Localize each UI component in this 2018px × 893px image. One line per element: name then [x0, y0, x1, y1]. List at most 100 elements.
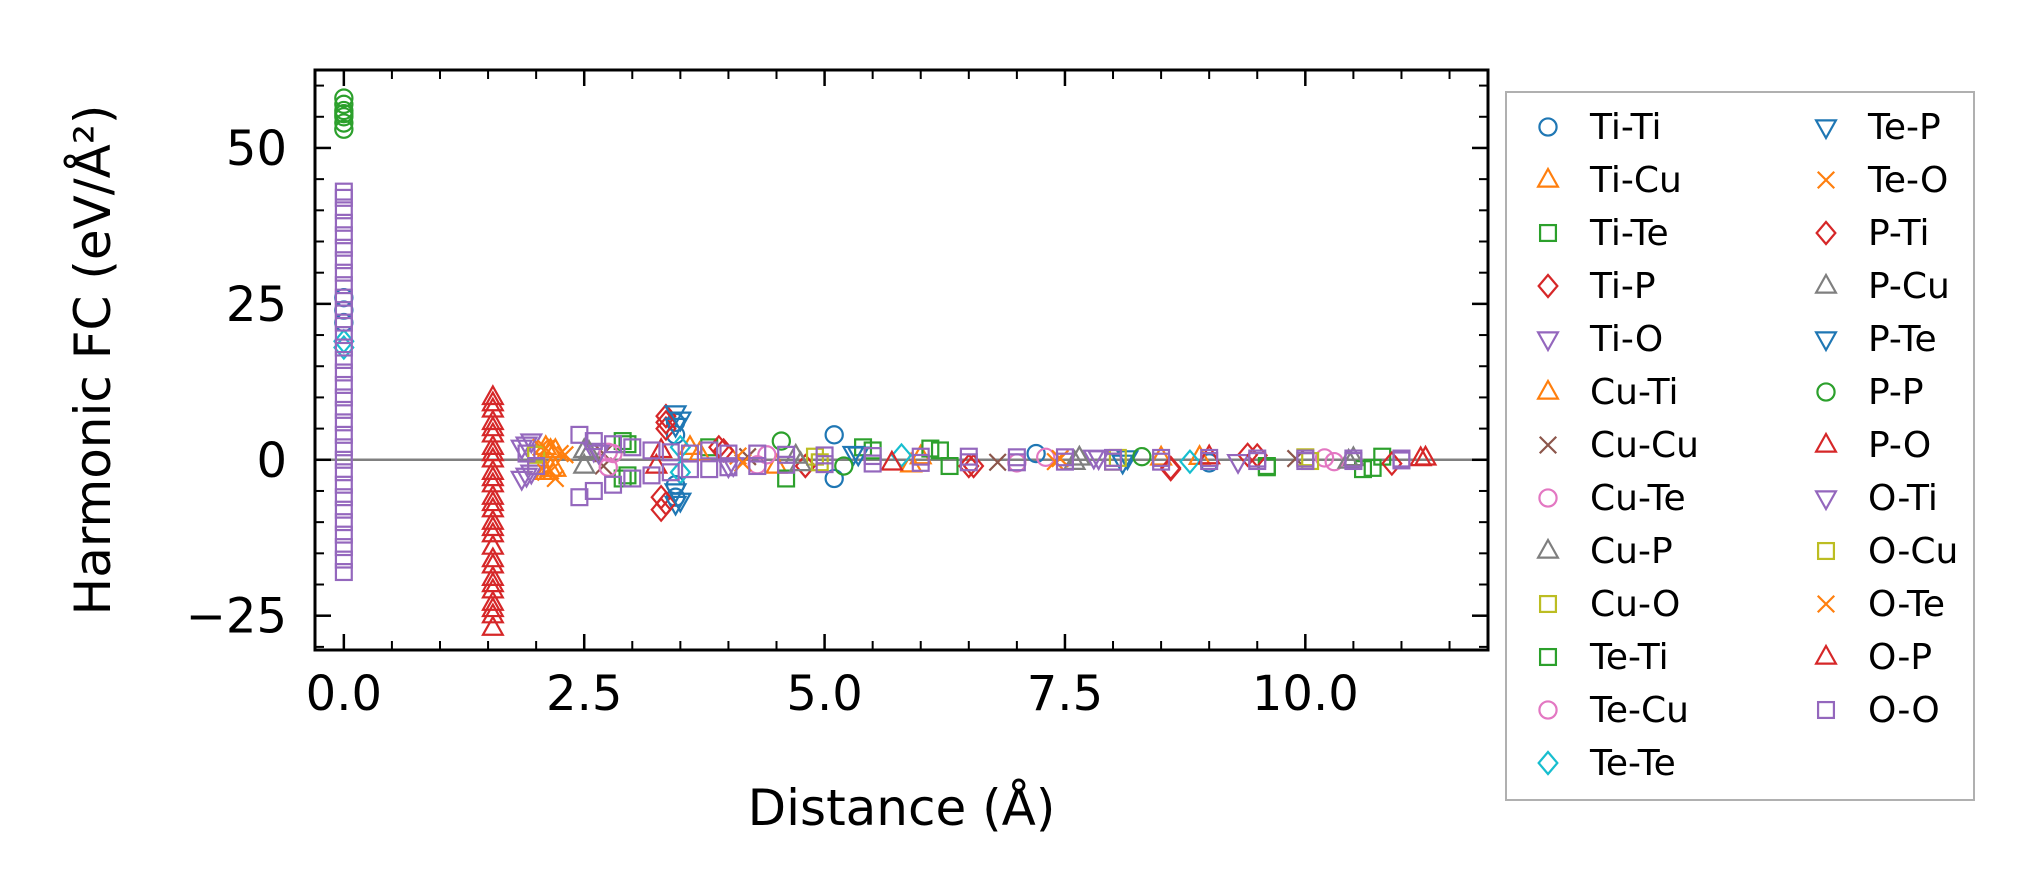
legend-entry: Cu-Te	[1538, 478, 1686, 519]
legend-entry: Te-Te	[1537, 743, 1676, 784]
legend-marker	[1536, 166, 1560, 188]
legend-marker	[1814, 331, 1838, 353]
legend-marker	[1814, 272, 1838, 294]
legend-label: Ti-P	[1589, 266, 1656, 307]
legend-marker	[1538, 117, 1558, 137]
y-tick-label: 25	[226, 277, 287, 333]
point-p-cu	[1336, 447, 1361, 469]
point-p-o	[481, 384, 505, 406]
point-o-o	[334, 326, 353, 345]
point-te-o	[536, 463, 555, 482]
point-o-o	[863, 454, 882, 473]
legend-label: P-O	[1868, 425, 1931, 466]
legend-label: O-P	[1868, 637, 1932, 678]
point-o-o	[334, 388, 353, 407]
point-p-o	[481, 396, 505, 418]
legend-label: Te-Ti	[1589, 637, 1669, 678]
point-te-te	[1179, 448, 1201, 475]
legend-marker	[1814, 431, 1838, 453]
legend-entry: P-Te	[1814, 319, 1937, 360]
point-ti-te	[613, 469, 632, 488]
point-cu-p	[1341, 445, 1366, 467]
point-o-cu	[527, 445, 546, 464]
y-tick-label: 0	[256, 433, 287, 489]
point-p-ti	[962, 453, 985, 479]
point-o-o	[334, 550, 353, 569]
point-p-o	[1197, 443, 1221, 465]
point-cu-te	[757, 445, 777, 465]
point-cu-p	[1062, 449, 1087, 470]
legend-marker	[1536, 378, 1560, 400]
point-o-o	[815, 455, 834, 474]
legend-marker	[1816, 382, 1836, 402]
point-p-o	[481, 508, 505, 530]
legend-label: Ti-O	[1589, 319, 1663, 360]
point-p-cu	[1067, 444, 1092, 466]
point-o-o	[911, 453, 930, 472]
point-te-p	[1110, 454, 1135, 476]
point-o-o	[334, 288, 353, 307]
legend-marker	[1538, 700, 1558, 720]
legend-label: Ti-Te	[1589, 213, 1669, 254]
point-p-te	[846, 446, 871, 468]
point-ti-ti	[1026, 443, 1046, 464]
point-te-ti	[618, 466, 637, 485]
point-o-p	[481, 465, 505, 487]
point-te-te	[890, 442, 913, 469]
legend-entry: P-Ti	[1815, 213, 1930, 254]
point-o-o	[334, 400, 353, 419]
point-cu-ti	[687, 440, 712, 462]
legend-marker	[1816, 170, 1836, 190]
x-tick-label: 0.0	[306, 666, 382, 722]
legend-entry: Ti-Cu	[1536, 160, 1682, 201]
point-p-o	[481, 421, 505, 443]
legend-label: Ti-Cu	[1589, 160, 1682, 201]
legend-label: Cu-Te	[1590, 478, 1686, 519]
legend-marker	[1538, 435, 1558, 455]
point-o-o	[334, 301, 353, 320]
point-ti-ti	[824, 425, 844, 445]
point-o-o	[334, 338, 353, 357]
point-p-p	[834, 456, 854, 476]
legend-marker	[1538, 223, 1558, 243]
legend-label: P-Ti	[1868, 213, 1930, 254]
point-o-o	[334, 475, 353, 494]
point-o-o	[777, 445, 796, 464]
point-p-o	[481, 471, 505, 493]
point-cu-te	[1314, 448, 1335, 468]
point-o-o	[719, 444, 738, 463]
y-axis-label: Harmonic FC (eV/Å²)	[64, 105, 122, 616]
point-o-o	[700, 441, 719, 460]
point-o-o	[680, 460, 699, 479]
point-o-o	[334, 238, 353, 257]
legend-entry: O-Ti	[1814, 478, 1938, 519]
point-o-o	[700, 460, 719, 479]
point-o-o	[642, 466, 661, 485]
point-p-o	[481, 589, 505, 611]
point-o-o	[334, 375, 353, 394]
legend-marker	[1538, 594, 1558, 614]
point-p-o	[880, 449, 904, 471]
point-p-o	[481, 409, 505, 431]
point-ti-o	[509, 439, 534, 461]
point-p-o	[481, 602, 505, 624]
point-o-o	[584, 481, 603, 500]
point-te-ti	[1363, 458, 1382, 477]
point-o-o	[334, 500, 353, 519]
legend-marker	[1814, 643, 1838, 665]
point-o-te	[555, 445, 575, 464]
legend-marker	[1816, 594, 1836, 614]
point-p-o	[481, 521, 505, 543]
point-p-o	[481, 565, 505, 586]
point-o-p	[481, 571, 505, 593]
legend-marker	[1814, 490, 1838, 512]
legend-label: Ti-Ti	[1589, 107, 1661, 148]
point-p-p	[771, 431, 791, 451]
point-p-o	[481, 483, 505, 505]
point-o-o	[1007, 453, 1026, 472]
axes: 0.0 2.5 5.0 7.5 10.0 50 25 0 −25	[186, 68, 1490, 722]
legend-entry: Cu-P	[1536, 531, 1673, 572]
x-tick-label: 2.5	[546, 666, 622, 722]
point-o-p	[644, 452, 669, 474]
point-ti-p	[650, 496, 672, 523]
